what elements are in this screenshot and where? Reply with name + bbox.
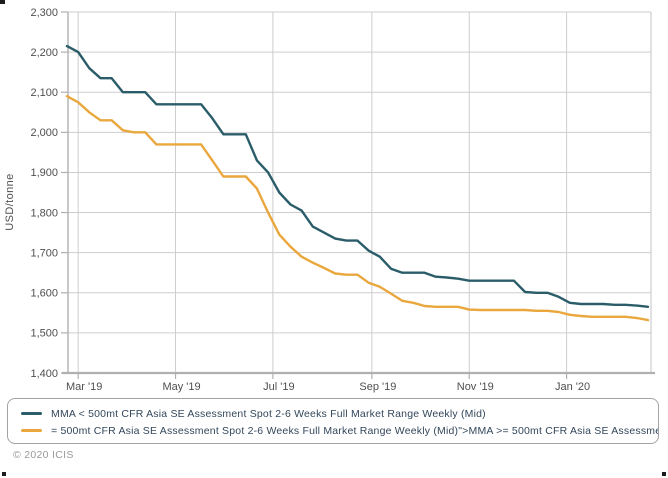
- y-axis-title: USD/tonne: [4, 173, 16, 230]
- y-tick-label: 1,900: [30, 167, 58, 179]
- y-tick-label: 2,200: [30, 47, 58, 59]
- legend: MMA < 500mt CFR Asia SE Assessment Spot …: [7, 398, 659, 444]
- x-tick-label: Jul '19: [263, 381, 294, 393]
- legend-line-swatch-teal: [21, 411, 42, 416]
- copyright-notice: © 2020 ICIS: [13, 449, 74, 461]
- y-tick-label: 1,700: [30, 247, 58, 259]
- y-tick-label: 2,000: [30, 127, 58, 139]
- y-tick-label: 1,800: [30, 207, 58, 219]
- x-tick-label: May '19: [162, 381, 200, 393]
- x-tick-label: Mar '19: [66, 381, 102, 393]
- legend-line-swatch-orange: [21, 428, 42, 433]
- legend-item-mma-gte-500mt: = 500mt CFR Asia SE Assessment Spot 2-6 …: [21, 422, 658, 439]
- corner-artifact-top-left: [0, 0, 5, 4]
- x-tick-label: Nov '19: [457, 381, 494, 393]
- y-tick-label: 1,600: [30, 288, 58, 300]
- x-tick-label: Sep '19: [359, 381, 396, 393]
- series-line-1: [65, 94, 650, 322]
- y-tick-label: 2,300: [30, 7, 58, 19]
- legend-label: MMA < 500mt CFR Asia SE Assessment Spot …: [51, 407, 486, 420]
- legend-label: = 500mt CFR Asia SE Assessment Spot 2-6 …: [51, 424, 658, 437]
- y-tick-label: 1,400: [30, 368, 58, 380]
- x-tick-label: Jan '20: [555, 381, 590, 393]
- corner-artifact-bottom-left: [2, 472, 6, 476]
- y-tick-label: 2,100: [30, 87, 58, 99]
- series-line-0: [65, 44, 650, 308]
- corner-artifact-bottom-right: [662, 472, 666, 476]
- y-tick-label: 1,500: [30, 328, 58, 340]
- price-chart: 1,400 1,500 1,600 1,700 1,800 1,900 2,000 2,100…: [4, 7, 655, 393]
- legend-item-mma-lt-500mt: MMA < 500mt CFR Asia SE Assessment Spot …: [21, 405, 658, 422]
